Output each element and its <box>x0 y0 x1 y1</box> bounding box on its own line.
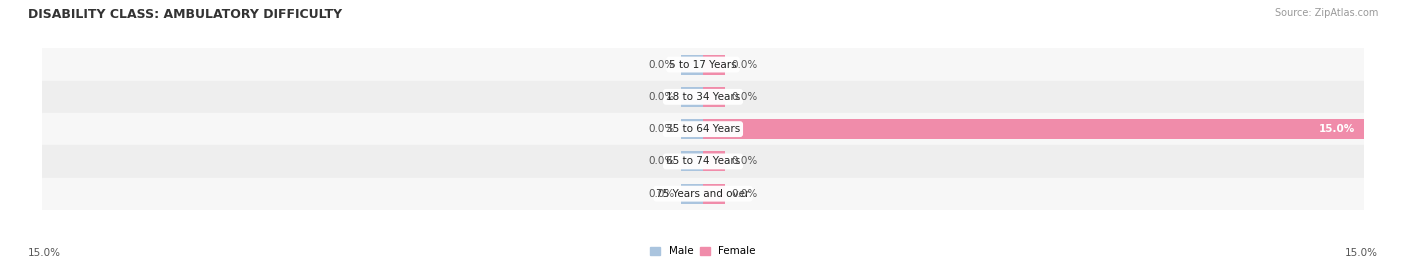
Legend: Male, Female: Male, Female <box>650 246 756 256</box>
Text: 75 Years and over: 75 Years and over <box>657 189 749 199</box>
Text: 5 to 17 Years: 5 to 17 Years <box>669 59 737 70</box>
Text: 15.0%: 15.0% <box>28 248 60 258</box>
Bar <box>703 151 725 171</box>
Text: 0.0%: 0.0% <box>731 189 758 199</box>
Bar <box>703 55 725 75</box>
Text: 0.0%: 0.0% <box>731 59 758 70</box>
Bar <box>681 151 703 171</box>
Bar <box>42 113 1364 145</box>
Bar <box>681 55 703 75</box>
Text: 15.0%: 15.0% <box>1319 124 1355 134</box>
Bar <box>681 87 703 107</box>
Text: 0.0%: 0.0% <box>731 92 758 102</box>
Text: 0.0%: 0.0% <box>648 92 675 102</box>
Text: 0.0%: 0.0% <box>648 189 675 199</box>
Bar <box>42 145 1364 178</box>
Bar <box>703 119 1364 139</box>
Text: DISABILITY CLASS: AMBULATORY DIFFICULTY: DISABILITY CLASS: AMBULATORY DIFFICULTY <box>28 8 342 21</box>
Text: 0.0%: 0.0% <box>731 156 758 167</box>
Bar <box>42 48 1364 81</box>
Text: 0.0%: 0.0% <box>648 124 675 134</box>
Bar <box>703 87 725 107</box>
Bar <box>681 119 703 139</box>
Text: 18 to 34 Years: 18 to 34 Years <box>666 92 740 102</box>
Bar <box>681 184 703 204</box>
Text: 65 to 74 Years: 65 to 74 Years <box>666 156 740 167</box>
Text: 15.0%: 15.0% <box>1346 248 1378 258</box>
Text: 0.0%: 0.0% <box>648 156 675 167</box>
Bar <box>703 184 725 204</box>
Bar <box>42 81 1364 113</box>
Bar <box>42 178 1364 210</box>
Text: Source: ZipAtlas.com: Source: ZipAtlas.com <box>1274 8 1378 18</box>
Text: 0.0%: 0.0% <box>648 59 675 70</box>
Text: 35 to 64 Years: 35 to 64 Years <box>666 124 740 134</box>
